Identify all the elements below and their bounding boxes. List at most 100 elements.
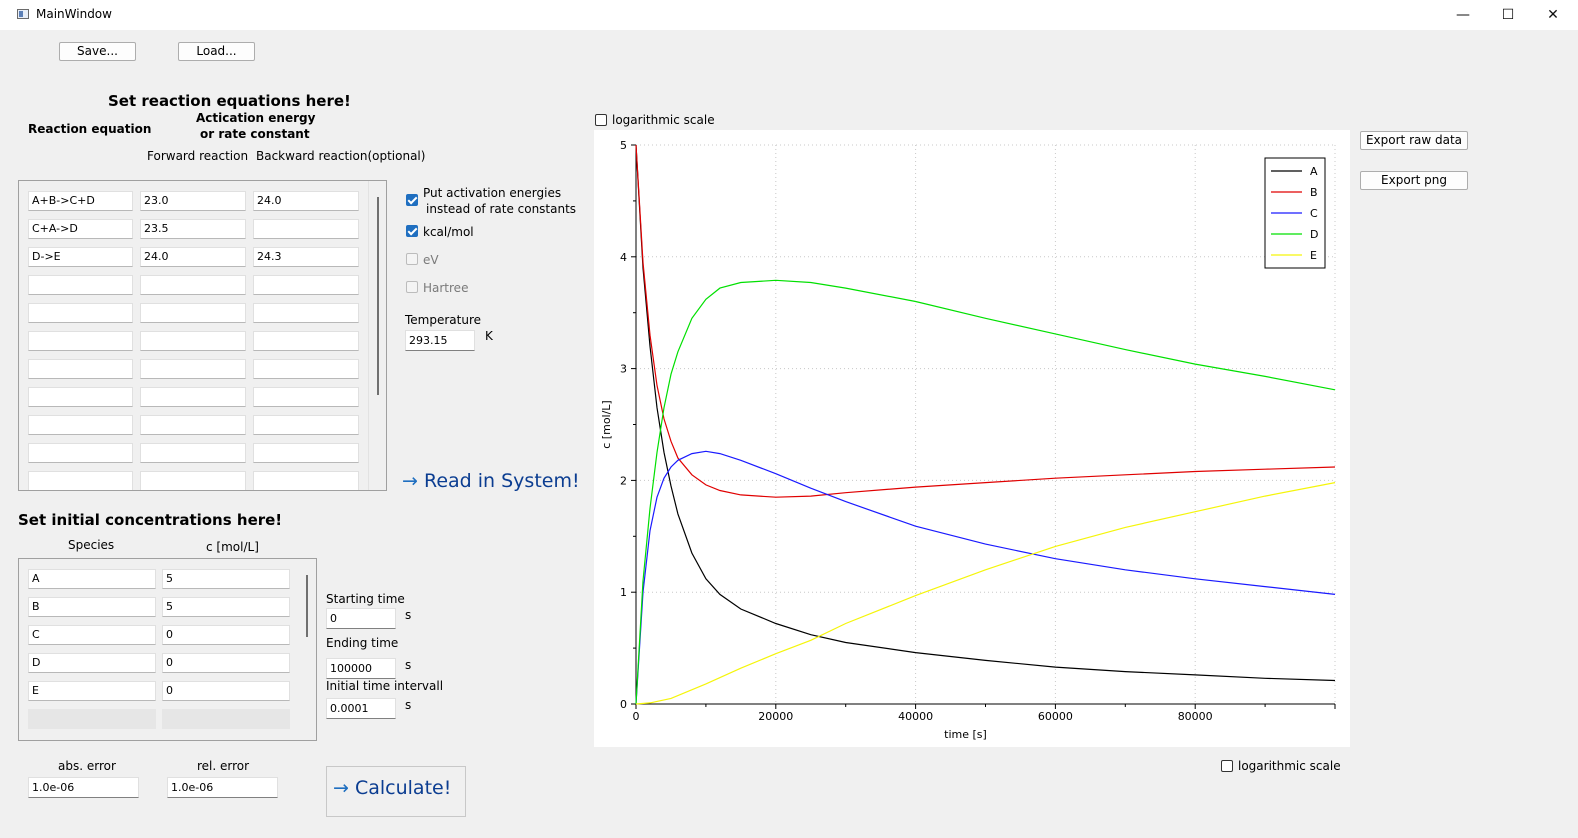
log-scale-top-label: logarithmic scale [612, 113, 715, 127]
concentration-species-cell[interactable] [28, 709, 156, 729]
reaction-forward-cell[interactable] [140, 443, 246, 463]
close-icon[interactable]: ✕ [1547, 7, 1559, 23]
maximize-icon[interactable]: ☐ [1501, 7, 1515, 23]
interval-input[interactable]: 0.0001 [326, 698, 396, 719]
concentration-value-cell[interactable]: 0 [162, 681, 290, 701]
kcal-checkbox[interactable] [406, 225, 418, 237]
reaction-backward-cell[interactable]: 24.0 [253, 191, 359, 211]
kcal-label: kcal/mol [423, 225, 474, 239]
concentration-species-cell[interactable]: E [28, 681, 156, 701]
concentration-value-cell[interactable]: 5 [162, 569, 290, 589]
rel-error-input[interactable]: 1.0e-06 [167, 777, 278, 798]
title-bar: MainWindow — ☐ ✕ [0, 0, 1578, 30]
reaction-equation-cell[interactable] [28, 415, 133, 435]
starting-time-label: Starting time [326, 592, 405, 606]
minimize-icon[interactable]: — [1456, 7, 1470, 23]
temperature-unit: K [485, 329, 493, 343]
log-scale-bottom-label: logarithmic scale [1238, 759, 1341, 773]
reaction-backward-cell[interactable] [253, 471, 359, 490]
activation-energy-checkbox[interactable] [406, 194, 418, 206]
reaction-scrollbar[interactable] [368, 181, 386, 490]
series-line-B [635, 144, 1336, 498]
concentration-value-cell[interactable]: 0 [162, 653, 290, 673]
reaction-equation-cell[interactable] [28, 443, 133, 463]
y-tick-label: 0 [620, 698, 627, 711]
reaction-equation-cell[interactable] [28, 275, 133, 295]
reaction-forward-cell[interactable] [140, 471, 246, 490]
x-axis-label: time [s] [944, 728, 987, 741]
ending-time-label: Ending time [326, 636, 399, 650]
starting-time-unit: s [405, 608, 412, 622]
reaction-backward-cell[interactable] [253, 415, 359, 435]
reaction-equation-cell[interactable] [28, 359, 133, 379]
reaction-backward-cell[interactable] [253, 275, 359, 295]
reaction-backward-cell[interactable] [253, 303, 359, 323]
log-scale-bottom-checkbox[interactable] [1221, 760, 1233, 772]
reaction-forward-cell[interactable]: 23.5 [140, 219, 246, 239]
reaction-forward-cell[interactable] [140, 415, 246, 435]
ending-time-input[interactable]: 100000 [326, 658, 396, 679]
read-system-button[interactable]: → Read in System! [402, 470, 580, 492]
series-line-D [635, 279, 1336, 705]
concentration-scrollbar-thumb[interactable] [306, 575, 308, 637]
rel-error-label: rel. error [197, 759, 250, 773]
hartree-checkbox[interactable] [406, 281, 418, 293]
window-title: MainWindow [36, 7, 112, 21]
reaction-forward-cell[interactable]: 24.0 [140, 247, 246, 267]
abs-error-input[interactable]: 1.0e-06 [28, 777, 139, 798]
load-button[interactable]: Load... [178, 42, 255, 61]
reaction-equation-cell[interactable]: A+B->C+D [28, 191, 133, 211]
concentration-species-cell[interactable]: A [28, 569, 156, 589]
save-button[interactable]: Save... [59, 42, 136, 61]
reaction-backward-cell[interactable] [253, 331, 359, 351]
ev-checkbox[interactable] [406, 253, 418, 265]
reaction-table[interactable]: A+B->C+D 23.0 24.0 C+A->D 23.5 D->E 24.0 24.3 [18, 180, 387, 491]
x-tick-label: 80000 [1178, 710, 1213, 723]
log-scale-top-checkbox[interactable] [595, 114, 607, 126]
concentration-value-cell[interactable]: 5 [162, 597, 290, 617]
reaction-forward-cell[interactable] [140, 275, 246, 295]
x-tick-label: 0 [633, 710, 640, 723]
reaction-backward-cell[interactable] [253, 387, 359, 407]
interval-label: Initial time intervall [326, 679, 444, 693]
concentration-value-cell[interactable] [162, 709, 290, 729]
concentration-species-cell[interactable]: B [28, 597, 156, 617]
calculate-label: Calculate! [354, 777, 452, 799]
reaction-equation-cell[interactable] [28, 387, 133, 407]
reaction-backward-cell[interactable]: 24.3 [253, 247, 359, 267]
concentration-species-cell[interactable]: C [28, 625, 156, 645]
reaction-equation-cell[interactable] [28, 331, 133, 351]
x-tick-label: 60000 [1038, 710, 1073, 723]
x-tick-label: 40000 [898, 710, 933, 723]
reaction-forward-cell[interactable] [140, 303, 246, 323]
ev-label: eV [423, 253, 439, 267]
reaction-backward-cell[interactable] [253, 359, 359, 379]
concentration-scrollbar[interactable] [299, 559, 316, 740]
reaction-equation-header: Reaction equation [28, 122, 152, 136]
reaction-forward-cell[interactable] [140, 331, 246, 351]
reaction-equation-cell[interactable] [28, 303, 133, 323]
reaction-forward-cell[interactable] [140, 359, 246, 379]
concentration-species-cell[interactable]: D [28, 653, 156, 673]
reaction-backward-cell[interactable] [253, 443, 359, 463]
reaction-forward-cell[interactable]: 23.0 [140, 191, 246, 211]
reaction-backward-cell[interactable] [253, 219, 359, 239]
concentration-header: c [mol/L] [206, 540, 259, 554]
export-png-button[interactable]: Export png [1360, 171, 1468, 190]
y-tick-label: 4 [620, 251, 627, 264]
plot-panel: 0 20000 40000 60000 80000 0 1 2 3 4 5 time [s] c [mo… [594, 130, 1350, 747]
activation-energy-label-1: Put activation energies [423, 186, 562, 200]
temperature-input[interactable]: 293.15 [405, 330, 475, 351]
starting-time-input[interactable]: 0 [326, 608, 396, 629]
reaction-scrollbar-thumb[interactable] [377, 197, 379, 395]
reactions-heading: Set reaction equations here! [108, 92, 351, 110]
reaction-equation-cell[interactable] [28, 471, 133, 490]
reaction-forward-cell[interactable] [140, 387, 246, 407]
reaction-equation-cell[interactable]: D->E [28, 247, 133, 267]
export-raw-button[interactable]: Export raw data [1360, 131, 1468, 150]
calculate-button[interactable]: → Calculate! [326, 766, 466, 817]
app-window-icon [17, 9, 29, 19]
concentration-value-cell[interactable]: 0 [162, 625, 290, 645]
reaction-equation-cell[interactable]: C+A->D [28, 219, 133, 239]
